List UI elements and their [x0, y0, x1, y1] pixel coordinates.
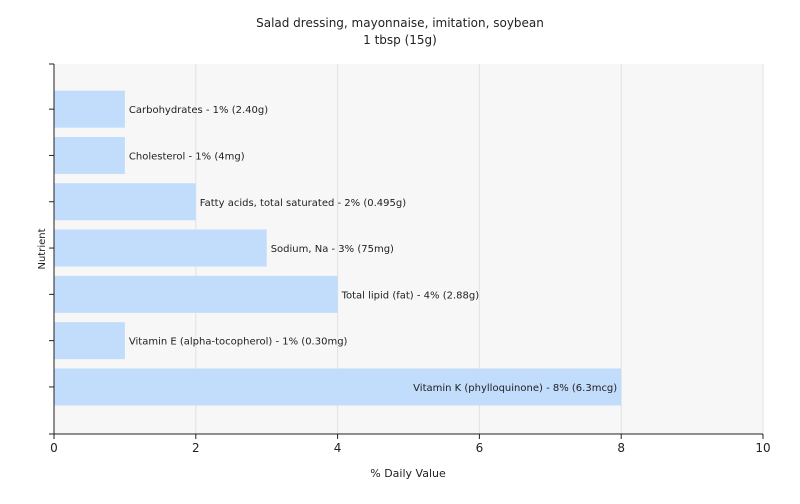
bar [54, 368, 622, 406]
x-tick-label: 6 [476, 441, 484, 455]
x-tick-label: 10 [755, 441, 770, 455]
data-label: Carbohydrates - 1% (2.40g) [129, 105, 268, 116]
data-label: Vitamin K (phylloquinone) - 8% (6.3mcg) [413, 383, 617, 394]
data-label: Cholesterol - 1% (4mg) [129, 151, 245, 162]
bar [54, 136, 125, 174]
bar [54, 90, 125, 128]
y-axis-label: Nutrient [37, 228, 48, 269]
data-label: Fatty acids, total saturated - 2% (0.495… [200, 198, 406, 209]
x-tick-label: 4 [334, 441, 342, 455]
bar [54, 275, 338, 313]
data-label: Sodium, Na - 3% (75mg) [271, 244, 394, 255]
data-label: Vitamin E (alpha-tocopherol) - 1% (0.30m… [129, 337, 348, 348]
x-tick-label: 0 [50, 441, 58, 455]
bar [54, 322, 125, 360]
bar [54, 183, 196, 221]
data-label: Total lipid (fat) - 4% (2.88g) [341, 290, 480, 301]
x-tick-label: 2 [192, 441, 200, 455]
x-tick-label: 8 [617, 441, 625, 455]
x-axis-label: % Daily Value [370, 467, 446, 480]
bar [54, 229, 267, 267]
chart-subtitle: 1 tbsp (15g) [363, 33, 437, 47]
chart-title: Salad dressing, mayonnaise, imitation, s… [256, 16, 544, 30]
